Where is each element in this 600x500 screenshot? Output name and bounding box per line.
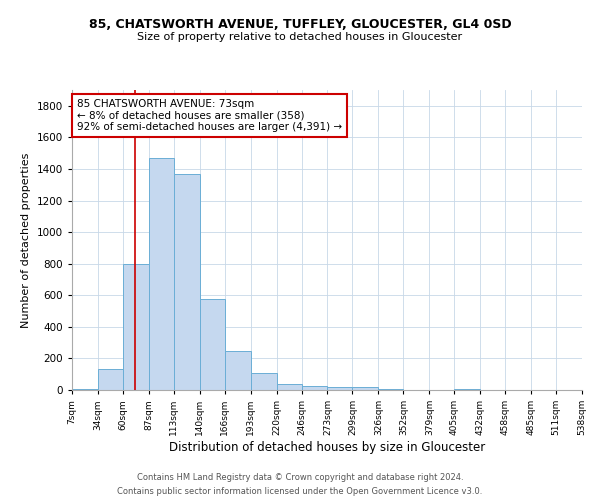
Bar (454, 389, 480, 390)
Text: Contains HM Land Registry data © Crown copyright and database right 2024.: Contains HM Land Registry data © Crown c… (137, 473, 463, 482)
Bar (251, 372, 277, 390)
Bar (302, 386, 328, 390)
Bar (200, 299, 225, 390)
Bar (277, 384, 302, 390)
Bar (72, 389, 98, 390)
Bar (149, 158, 174, 390)
Text: 85 CHATSWORTH AVENUE: 73sqm
← 8% of detached houses are smaller (358)
92% of sem: 85 CHATSWORTH AVENUE: 73sqm ← 8% of deta… (77, 99, 342, 132)
Bar (328, 387, 352, 390)
Text: Size of property relative to detached houses in Gloucester: Size of property relative to detached ho… (137, 32, 463, 42)
X-axis label: Distribution of detached houses by size in Gloucester: Distribution of detached houses by size … (169, 441, 485, 454)
Bar (379, 389, 403, 390)
Text: 85, CHATSWORTH AVENUE, TUFFLEY, GLOUCESTER, GL4 0SD: 85, CHATSWORTH AVENUE, TUFFLEY, GLOUCEST… (89, 18, 511, 30)
Bar (352, 387, 379, 390)
Bar (123, 264, 149, 390)
Text: Contains public sector information licensed under the Open Government Licence v3: Contains public sector information licen… (118, 486, 482, 496)
Y-axis label: Number of detached properties: Number of detached properties (21, 152, 31, 328)
Bar (225, 350, 251, 390)
Bar (98, 370, 123, 390)
Bar (174, 174, 200, 390)
